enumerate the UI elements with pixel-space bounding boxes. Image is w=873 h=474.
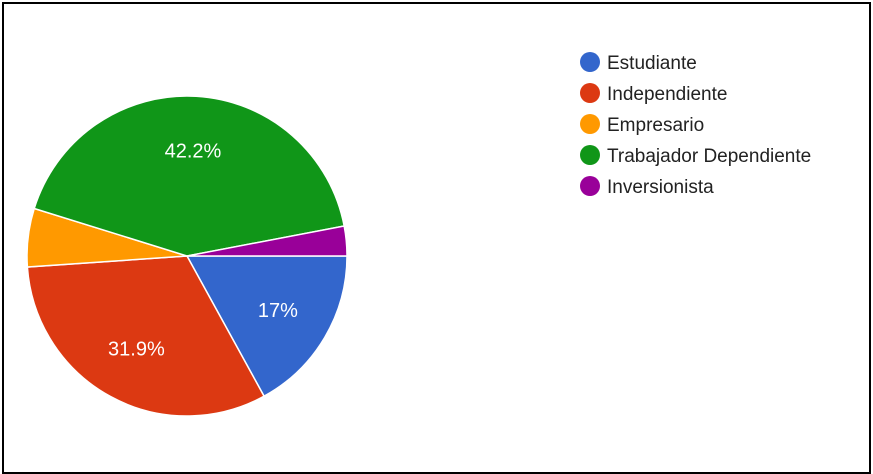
pie-slice-estudiante [185,255,348,398]
legend-marker-trabajador-dependiente [580,145,600,165]
pie-slice-independiente [26,255,266,417]
legend: Estudiante Independiente Empresario Trabaja… [580,52,811,198]
pie-slice-trabajador-dependiente [33,95,346,257]
legend-label-estudiante: Estudiante [607,53,697,74]
legend-marker-empresario [580,114,600,134]
pie-chart: 17% 31.9% 42.2% Estudiante Independiente Emp… [26,52,811,417]
slice-label-trabajador-dependiente: 42.2% [165,141,222,163]
legend-marker-independiente [580,83,600,103]
slice-label-estudiante: 17% [258,300,298,322]
legend-label-independiente: Independiente [607,84,727,105]
legend-label-trabajador-dependiente: Trabajador Dependiente [607,146,811,167]
pie-slices [26,95,348,417]
slice-label-independiente: 31.9% [108,339,165,361]
legend-marker-inversionista [580,176,600,196]
legend-marker-estudiante [580,52,600,72]
legend-label-empresario: Empresario [607,115,704,136]
pie-slice-inversionista [186,225,348,257]
pie-slice-labels: 17% 31.9% 42.2% [108,141,298,361]
legend-label-inversionista: Inversionista [607,177,714,198]
